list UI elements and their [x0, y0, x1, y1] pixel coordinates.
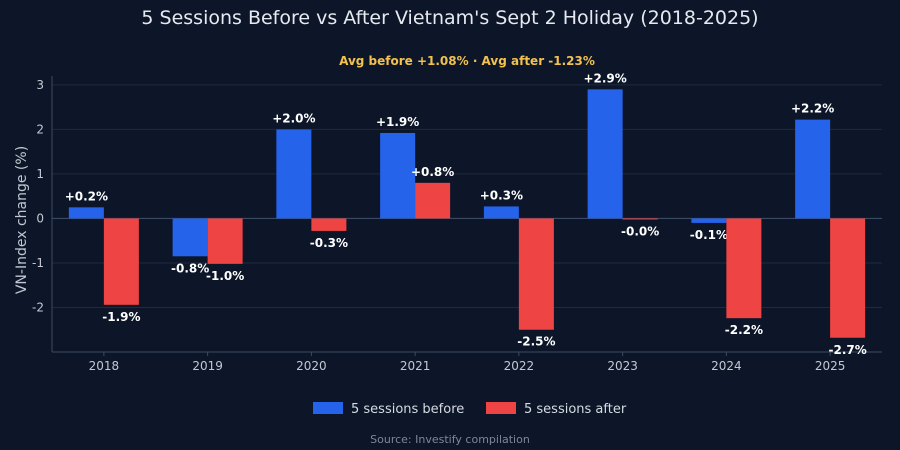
plot-area: -2 -1 0 1 2 3 2018 +0.2% -1.9% 2019 -0.8%-1.0% 2020…: [32, 71, 882, 373]
data-label-before: +2.9%: [583, 71, 626, 85]
data-label-before: +0.2%: [65, 189, 108, 203]
bar-before: [276, 129, 312, 219]
bar-after: [103, 218, 139, 305]
legend-label-before: 5 sessions before: [351, 402, 464, 417]
legend-label-after: 5 sessions after: [524, 402, 627, 417]
x-tick-label: 2021: [400, 359, 431, 373]
bar-after: [207, 218, 243, 264]
data-label-after: -2.2%: [725, 323, 763, 337]
y-tick-label: -1: [32, 256, 44, 270]
bar-before: [587, 89, 623, 219]
bar-before: [483, 206, 519, 219]
y-axis-title: VN-Index change (%): [14, 146, 30, 294]
y-tick-label: 0: [36, 211, 44, 225]
y-tick-label: 3: [36, 78, 44, 92]
legend-swatch-before: [313, 402, 343, 414]
data-label-before: +0.3%: [480, 188, 523, 202]
legend: 5 sessions before 5 sessions after: [313, 402, 627, 417]
bar-before: [795, 119, 831, 219]
data-label-before: -0.1%: [690, 228, 728, 242]
data-label-after: -1.0%: [206, 269, 244, 283]
data-label-before: +2.2%: [791, 102, 834, 116]
data-label-after: -1.9%: [102, 310, 140, 324]
x-tick-label: 2025: [815, 359, 846, 373]
data-label-before: +2.0%: [272, 111, 315, 125]
x-tick-label: 2018: [89, 359, 120, 373]
data-label-after: +0.8%: [411, 165, 454, 179]
x-tick-label: 2020: [296, 359, 327, 373]
x-tick-label: 2022: [504, 359, 535, 373]
data-label-after: -2.7%: [828, 343, 866, 357]
data-label-before: -0.8%: [171, 261, 209, 275]
chart-title: 5 Sessions Before vs After Vietnam's Sep…: [141, 7, 758, 29]
data-label-before: +1.9%: [376, 115, 419, 129]
bar-after: [518, 218, 554, 330]
x-tick-label: 2019: [192, 359, 223, 373]
data-label-after: -0.0%: [621, 224, 659, 238]
source-note: Source: Investify compilation: [370, 433, 530, 446]
bar-after: [415, 182, 451, 219]
bar-after: [830, 218, 866, 338]
x-tick-label: 2024: [711, 359, 742, 373]
bar-after: [622, 218, 658, 220]
bar-after: [311, 218, 347, 231]
chart-subtitle: Avg before +1.08% · Avg after -1.23%: [339, 54, 595, 68]
y-tick-label: 2: [36, 122, 44, 136]
data-label-after: -0.3%: [310, 236, 348, 250]
bar-before: [380, 132, 416, 219]
bar-before: [172, 218, 208, 257]
bar-before: [691, 218, 727, 223]
data-label-after: -2.5%: [517, 335, 555, 349]
bar-after: [726, 218, 762, 319]
legend-swatch-after: [486, 402, 516, 414]
x-tick-label: 2023: [607, 359, 638, 373]
y-tick-label: 1: [36, 167, 44, 181]
bar-before: [68, 207, 104, 219]
y-tick-label: -2: [32, 300, 44, 314]
